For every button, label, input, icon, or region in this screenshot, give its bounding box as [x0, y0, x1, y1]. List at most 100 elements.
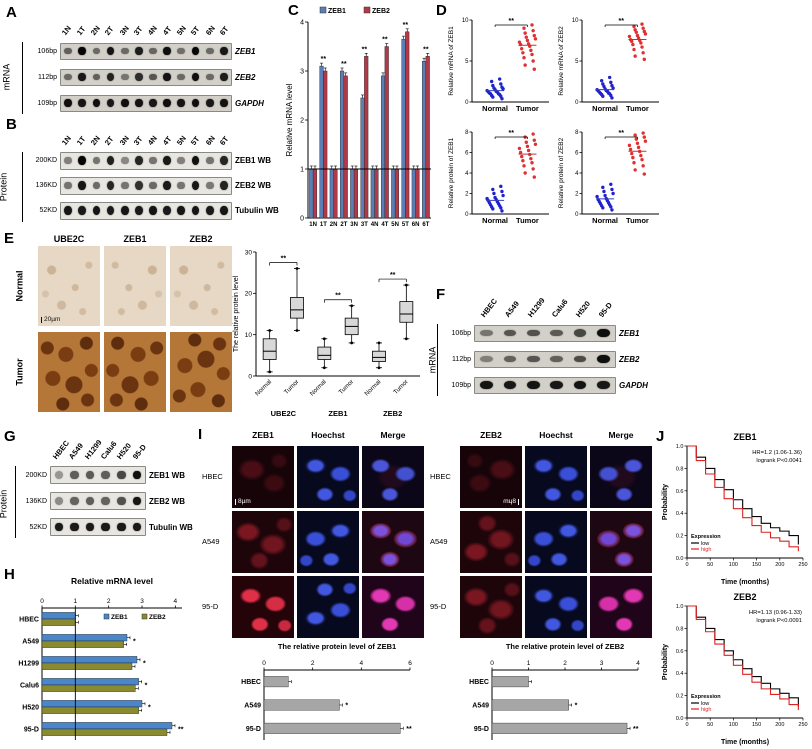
outlier-dot [377, 366, 381, 370]
bar [421, 61, 427, 219]
gel-band [163, 156, 172, 165]
box [262, 338, 277, 360]
if-column-header: ZEB1 [252, 430, 274, 440]
panel-b-side-label: Protein [0, 172, 9, 202]
gel-band [106, 206, 115, 215]
category-label: 95-D [246, 726, 261, 733]
gel-band [163, 99, 172, 107]
panel-f-bracket [437, 324, 438, 396]
x-tick-label: Tumor [338, 378, 355, 395]
panel-d-label: D [436, 2, 447, 19]
gel-band [92, 206, 101, 215]
legend-swatch [319, 6, 327, 14]
scatter-point [521, 159, 525, 163]
x-tick-label: Tumor [626, 104, 649, 113]
annotation: logrank P<0.0091 [756, 618, 802, 624]
gene-label: ZEB2 [619, 354, 640, 364]
gel-row: 109bp GAPDH [440, 372, 664, 398]
gel-band [78, 156, 87, 165]
x-tick-label: 200 [775, 722, 784, 728]
if-image-merge-95d-2 [590, 576, 652, 638]
x-tick-label: 5N [391, 222, 399, 228]
lane-label: H1299 [82, 438, 104, 461]
scatter-point [603, 193, 607, 198]
legend-label: ZEB2 [372, 8, 390, 15]
category-label: 95-D [474, 726, 489, 733]
bar [41, 678, 139, 686]
panel-f-label: F [436, 286, 446, 303]
y-axis-label: Relative mRNA of ZEB1 [448, 26, 455, 96]
gene-label: GAPDH [235, 98, 264, 108]
if-column-header: Hoechst [311, 430, 345, 440]
bar [370, 168, 375, 219]
gel-band [70, 522, 79, 532]
gel-band [92, 181, 101, 190]
bar [405, 31, 410, 219]
gel-band [503, 329, 517, 337]
lane-label: 3N [117, 23, 131, 37]
if-image-zeb2-hbec: 8µm [460, 446, 522, 508]
y-tick-label: 6 [465, 151, 469, 157]
category-label: A549 [22, 639, 39, 646]
scatter-point [530, 23, 534, 27]
gel-band [106, 99, 115, 107]
y-axis-label: Probability [662, 644, 669, 680]
gel-band [480, 355, 494, 363]
gel-strip [474, 350, 616, 368]
if-image-merge-95d [362, 576, 424, 638]
x-tick-label: Tumor [392, 378, 409, 395]
band-size-label: 106bp [37, 47, 57, 55]
gel-band [92, 99, 101, 107]
gel-band [101, 497, 111, 505]
significance-mark: ** [403, 22, 409, 29]
gel-band [64, 156, 72, 165]
scatter-point [633, 133, 637, 137]
x-tick-label: Normal [309, 378, 328, 397]
y-tick-label: 0.2 [676, 534, 684, 540]
x-tick-label: 4 [636, 660, 640, 667]
scatter-point [531, 28, 535, 33]
ihc-row-label: Tumor [14, 358, 25, 386]
panel-g-bracket [15, 466, 16, 538]
scatter-point [602, 189, 606, 194]
gel-band [120, 206, 129, 215]
gel-protein-tissues: 1N 1T 2N 2T 3N 3T 4N 4T 5N 5T 6N 6T 200KD ZEB1 WB 136K… [26, 122, 279, 223]
y-axis-label: Relative mRNA of ZEB2 [558, 26, 565, 96]
survival-curve [687, 605, 799, 711]
gel-band [596, 355, 610, 363]
chart-if-zeb1: The relative protein level of ZEB1 0 2 4 6 HB… [241, 642, 412, 740]
significance-mark: * [143, 661, 146, 668]
group-label: UBE2C [271, 409, 297, 418]
bar [491, 722, 628, 734]
significance-mark: ** [619, 130, 625, 137]
scatter-point [497, 77, 502, 81]
x-tick-label: 250 [798, 722, 807, 728]
scatter-point [632, 161, 636, 165]
gel-band [92, 156, 101, 165]
scatter-mrna-zeb2: 0 5 10 Relative mRNA of ZEB2 Normal Tumor ** [558, 18, 659, 113]
scatter-point [531, 167, 535, 171]
bar [350, 168, 355, 219]
bar [391, 168, 396, 219]
x-tick-label: 100 [729, 722, 738, 728]
bar [263, 722, 401, 734]
band-size-label: 109bp [451, 381, 471, 389]
gel-row: 112bp ZEB2 [440, 346, 664, 372]
legend-label: high [701, 707, 711, 713]
x-tick-label: 6 [408, 660, 412, 667]
gel-row: 106bp ZEB1 [26, 38, 278, 64]
if-image-hoechst-95d [297, 576, 359, 638]
x-tick-label: 4 [360, 660, 364, 667]
y-tick-label: 0.2 [676, 694, 684, 700]
significance-mark: ** [321, 56, 327, 63]
scatter-point [627, 34, 632, 39]
y-tick-label: 1.0 [676, 604, 684, 610]
bar [41, 706, 139, 714]
gel-band [106, 73, 115, 81]
panel-g-label: G [4, 428, 16, 445]
lane-label: 1N [60, 133, 74, 147]
gene-label: ZEB2 WB [149, 496, 185, 506]
scatter-point [640, 157, 644, 162]
gel-band [54, 522, 64, 532]
if-image-hoechst-95d-2 [525, 576, 587, 638]
